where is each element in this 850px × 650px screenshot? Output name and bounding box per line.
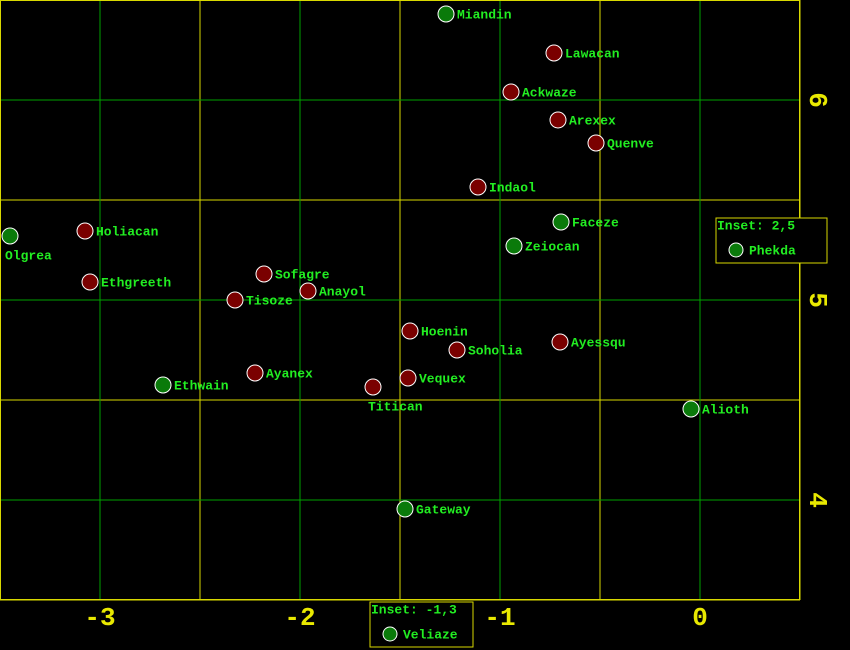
star-system — [502, 83, 520, 101]
star-system — [396, 500, 414, 518]
star-system — [382, 626, 398, 642]
star-system — [437, 5, 455, 23]
star-system — [552, 213, 570, 231]
star-system — [551, 333, 569, 351]
system-label: Faceze — [572, 215, 619, 230]
system-label: Ayanex — [266, 366, 313, 381]
y-tick-label: 4 — [802, 492, 832, 508]
star-system — [545, 44, 563, 62]
star-system — [505, 237, 523, 255]
system-label: Hoenin — [421, 324, 468, 339]
system-label: Soholia — [468, 343, 523, 358]
system-label: Indaol — [489, 180, 536, 195]
star-system — [154, 376, 172, 394]
star-system — [401, 322, 419, 340]
system-label: Zeiocan — [525, 239, 580, 254]
x-tick-label: -1 — [484, 603, 515, 633]
inset-label: Inset: -1,3 — [371, 602, 457, 617]
system-label: Phekda — [749, 243, 796, 258]
plot-border — [0, 0, 800, 600]
system-label: Lawacan — [565, 46, 620, 61]
system-label: Olgrea — [5, 248, 52, 263]
x-tick-label: 0 — [692, 603, 708, 633]
x-tick-label: -2 — [284, 603, 315, 633]
system-label: Tisoze — [246, 293, 293, 308]
star-system — [81, 273, 99, 291]
system-label: Miandin — [457, 7, 512, 22]
star-system — [299, 282, 317, 300]
system-label: Anayol — [319, 284, 366, 299]
system-label: Titican — [368, 399, 423, 414]
y-tick-label: 5 — [802, 292, 832, 308]
star-system — [469, 178, 487, 196]
system-label: Veliaze — [403, 627, 458, 642]
y-tick-label: 6 — [802, 92, 832, 108]
star-system — [682, 400, 700, 418]
star-system — [399, 369, 417, 387]
system-label: Ethwain — [174, 378, 229, 393]
star-system — [549, 111, 567, 129]
system-label: Sofagre — [275, 267, 330, 282]
system-label: Ethgreeth — [101, 275, 171, 290]
system-label: Quenve — [607, 136, 654, 151]
system-label: Ackwaze — [522, 85, 577, 100]
x-tick-label: -3 — [84, 603, 115, 633]
star-system — [255, 265, 273, 283]
star-system — [1, 227, 19, 245]
inset-label: Inset: 2,5 — [717, 218, 795, 233]
star-system — [76, 222, 94, 240]
star-system — [246, 364, 264, 382]
system-label: Holiacan — [96, 224, 159, 239]
system-label: Arexex — [569, 113, 616, 128]
star-system — [364, 378, 382, 396]
star-system — [728, 242, 744, 258]
system-label: Vequex — [419, 371, 466, 386]
system-label: Alioth — [702, 402, 749, 417]
system-label: Gateway — [416, 502, 471, 517]
system-label: Ayessqu — [571, 335, 626, 350]
star-system — [448, 341, 466, 359]
star-system — [587, 134, 605, 152]
star-system — [226, 291, 244, 309]
